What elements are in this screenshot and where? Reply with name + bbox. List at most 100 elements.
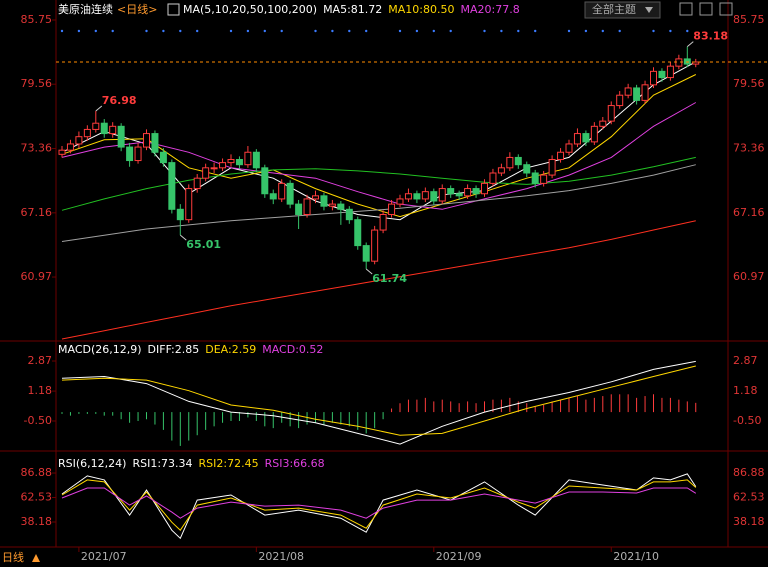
- legend-item: DIFF:2.85: [148, 343, 200, 356]
- candle-body: [506, 156, 514, 169]
- signal-dot: [432, 29, 435, 33]
- candle-body: [117, 125, 125, 148]
- annotation-leader: [95, 105, 103, 112]
- candle-body: [481, 182, 488, 195]
- signal-dot: [179, 29, 182, 33]
- annotation-label: 76.98: [102, 94, 137, 107]
- signal-dot: [601, 29, 604, 33]
- indicator-icon[interactable]: [167, 3, 180, 16]
- indicator-line: [61, 61, 697, 221]
- candle-body: [227, 159, 235, 164]
- instrument-title: 美原油连续: [58, 2, 113, 16]
- annotation-leader: [686, 41, 694, 48]
- y-tick-label-right: 67.16: [733, 206, 765, 219]
- indicator-line: [61, 479, 697, 531]
- footer-period[interactable]: 日线: [2, 550, 24, 564]
- candle-body: [531, 172, 539, 184]
- dropdown-arrow: [645, 7, 653, 13]
- candle-body: [455, 193, 463, 197]
- candle-body: [252, 151, 260, 169]
- indicator-line: [61, 102, 697, 210]
- signal-dot: [111, 29, 114, 33]
- x-tick-label: 2021/07: [81, 550, 127, 563]
- candle-body: [413, 193, 421, 200]
- candle-body: [159, 151, 167, 164]
- candle-body: [607, 105, 615, 122]
- legend-item: DEA:2.59: [205, 343, 256, 356]
- signal-dot: [196, 29, 199, 33]
- candle-body: [286, 182, 294, 205]
- indicator-line: [61, 220, 696, 340]
- y-tick-label-right: 60.97: [733, 270, 765, 283]
- candle-body: [421, 191, 429, 200]
- candle-body: [75, 136, 83, 145]
- candle-body: [472, 188, 480, 195]
- indicator-line: [61, 360, 696, 445]
- signal-dot: [652, 29, 655, 33]
- candle-body: [430, 191, 438, 202]
- candle-body: [328, 203, 336, 207]
- candle-body: [261, 167, 269, 195]
- y-tick-label-right: 2.87: [733, 354, 758, 367]
- annotation-leader: [365, 268, 373, 275]
- candle-body: [202, 167, 210, 179]
- candle-body: [675, 58, 683, 67]
- y-tick-label-right: 1.18: [733, 384, 758, 397]
- annotation-label: 65.01: [186, 238, 221, 251]
- legend-item: MA10:80.50: [388, 3, 454, 16]
- signal-dot: [229, 29, 233, 33]
- candle-body: [143, 133, 150, 148]
- indicator-line: [61, 164, 696, 242]
- signal-dot: [517, 29, 520, 33]
- candle-body: [573, 133, 581, 145]
- signal-dot: [500, 29, 503, 33]
- candle-body: [337, 203, 345, 210]
- y-tick-label: 38.18: [21, 515, 53, 528]
- candle-body: [565, 143, 573, 153]
- window-icon[interactable]: [679, 2, 693, 16]
- candle-body: [185, 188, 193, 221]
- legend-item: RSI1:73.34: [132, 457, 192, 470]
- signal-dot: [365, 29, 368, 33]
- candle-body: [134, 146, 142, 162]
- signal-dot: [398, 29, 402, 33]
- signal-dot: [77, 29, 81, 33]
- candle-body: [624, 87, 632, 96]
- legend-item: MACD(26,12,9): [58, 343, 142, 356]
- window-icon[interactable]: [699, 2, 713, 16]
- theme-button[interactable]: [584, 1, 661, 19]
- y-tick-label: 85.75: [21, 13, 53, 26]
- candle-body: [345, 208, 353, 221]
- candle-body: [447, 188, 455, 195]
- candle-body: [396, 198, 404, 205]
- candle-body: [438, 188, 446, 202]
- indicator-line: [61, 487, 697, 519]
- signal-dot: [415, 29, 419, 33]
- candle-body: [320, 195, 328, 207]
- candle-body: [557, 151, 565, 161]
- window-icon[interactable]: [719, 2, 733, 16]
- candle-body: [278, 182, 286, 200]
- x-tick-label: 2021/08: [258, 550, 304, 563]
- signal-dot: [280, 29, 283, 33]
- candle-body: [303, 198, 311, 215]
- signal-dot: [60, 29, 64, 33]
- candle-body: [176, 208, 184, 221]
- candle-body: [523, 164, 531, 174]
- candle-body: [126, 146, 134, 162]
- candle-body: [641, 84, 649, 101]
- x-tick-label: 2021/09: [436, 550, 482, 563]
- candle-body: [362, 245, 370, 262]
- y-tick-label-right: 73.36: [733, 142, 765, 155]
- signal-dot: [348, 29, 351, 33]
- signal-dot: [669, 29, 672, 33]
- signal-dot: [567, 29, 571, 33]
- indicator-line: [61, 365, 696, 436]
- candle-body: [590, 125, 598, 143]
- y-tick-label-right: -0.50: [733, 414, 761, 427]
- signal-dot: [314, 29, 317, 33]
- signal-dot: [686, 29, 689, 33]
- candle-body: [658, 70, 666, 79]
- candle-body: [616, 94, 624, 107]
- annotation-label: 83.18: [693, 30, 728, 43]
